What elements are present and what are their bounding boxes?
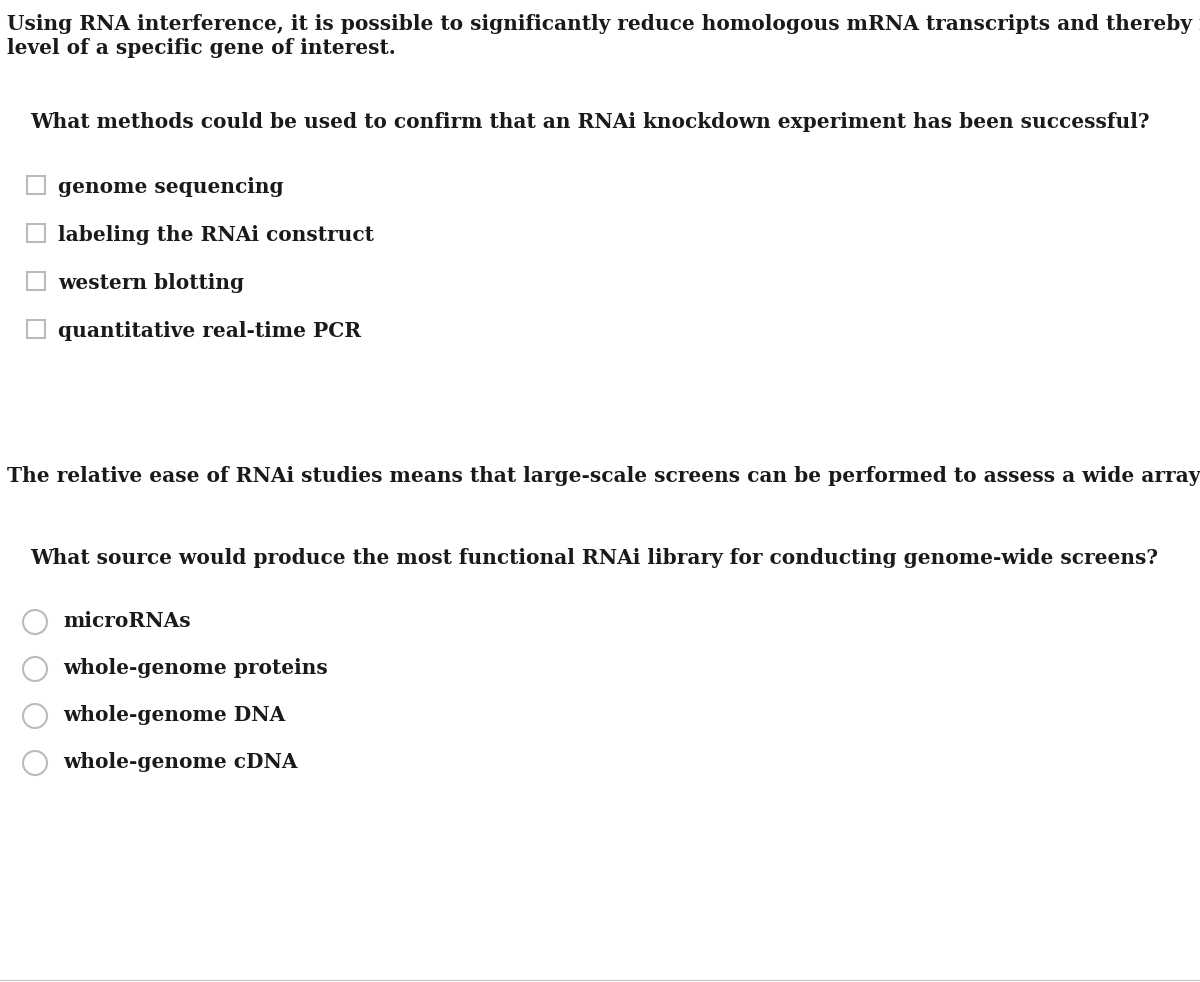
- Text: What methods could be used to confirm that an RNAi knockdown experiment has been: What methods could be used to confirm th…: [30, 112, 1150, 132]
- Text: Using RNA interference, it is possible to significantly reduce homologous mRNA t: Using RNA interference, it is possible t…: [7, 14, 1200, 34]
- Text: genome sequencing: genome sequencing: [58, 177, 283, 197]
- Circle shape: [23, 751, 47, 775]
- Text: microRNAs: microRNAs: [64, 611, 191, 631]
- Text: whole-genome DNA: whole-genome DNA: [64, 705, 286, 725]
- Text: quantitative real-time PCR: quantitative real-time PCR: [58, 321, 361, 341]
- Bar: [28, 320, 46, 338]
- Text: labeling the RNAi construct: labeling the RNAi construct: [58, 225, 374, 245]
- Text: What source would produce the most functional RNAi library for conducting genome: What source would produce the most funct…: [30, 548, 1158, 568]
- Bar: [28, 272, 46, 290]
- Text: whole-genome cDNA: whole-genome cDNA: [64, 752, 298, 772]
- Text: whole-genome proteins: whole-genome proteins: [64, 658, 328, 678]
- Bar: [28, 224, 46, 242]
- Circle shape: [23, 657, 47, 681]
- Text: western blotting: western blotting: [58, 273, 244, 293]
- Circle shape: [23, 704, 47, 728]
- Text: The relative ease of RNAi studies means that large-scale screens can be performe: The relative ease of RNAi studies means …: [7, 466, 1200, 486]
- Circle shape: [23, 610, 47, 634]
- Bar: [28, 176, 46, 194]
- Text: level of a specific gene of interest.: level of a specific gene of interest.: [7, 38, 396, 58]
